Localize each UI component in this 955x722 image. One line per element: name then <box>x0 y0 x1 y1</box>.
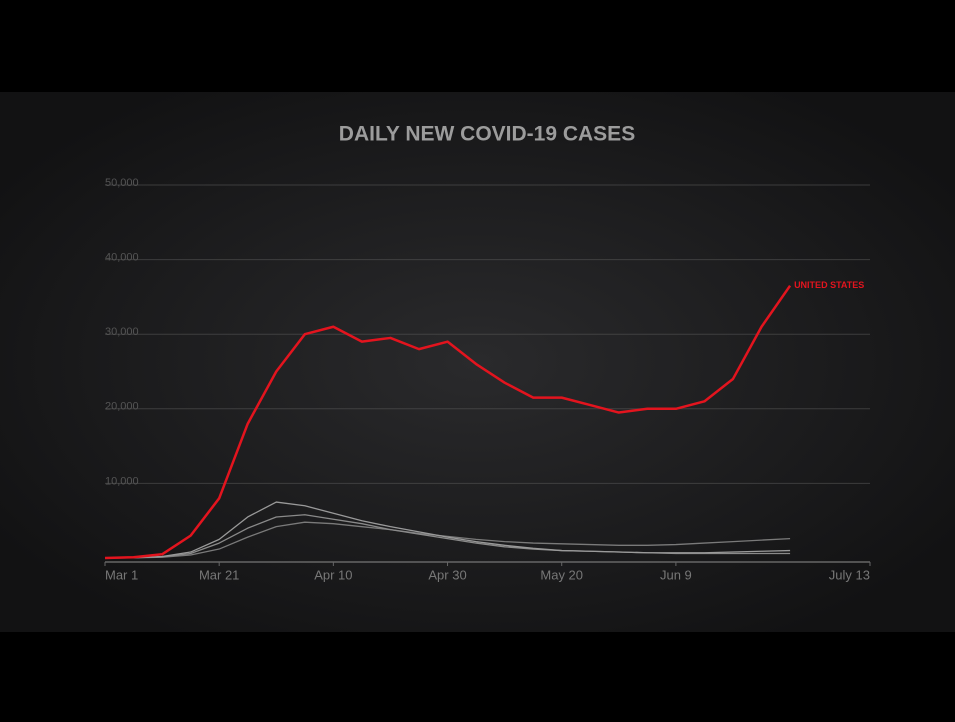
y-tick-label: 40,000 <box>105 252 139 264</box>
x-tick-label: Apr 30 <box>428 567 466 582</box>
series-line <box>104 514 791 559</box>
series-line <box>104 284 792 560</box>
series-label: UNITED STATES <box>794 280 864 290</box>
x-tick-label: Mar 21 <box>199 567 239 582</box>
x-tick-label: May 20 <box>540 567 583 582</box>
y-tick-label: 20,000 <box>105 401 139 413</box>
x-tick-label: Mar 1 <box>105 567 138 582</box>
series-line <box>104 501 791 559</box>
y-tick-label: 10,000 <box>105 475 139 487</box>
x-tick-label: Jun 9 <box>660 567 692 582</box>
x-tick-label: Apr 10 <box>314 567 352 582</box>
series-line <box>104 521 791 559</box>
y-tick-label: 30,000 <box>105 326 139 338</box>
video-frame <box>0 92 955 632</box>
x-tick-label: July 13 <box>829 567 870 582</box>
y-tick-label: 50,000 <box>105 177 139 189</box>
chart-title: DAILY NEW COVID-19 CASES <box>339 123 635 146</box>
